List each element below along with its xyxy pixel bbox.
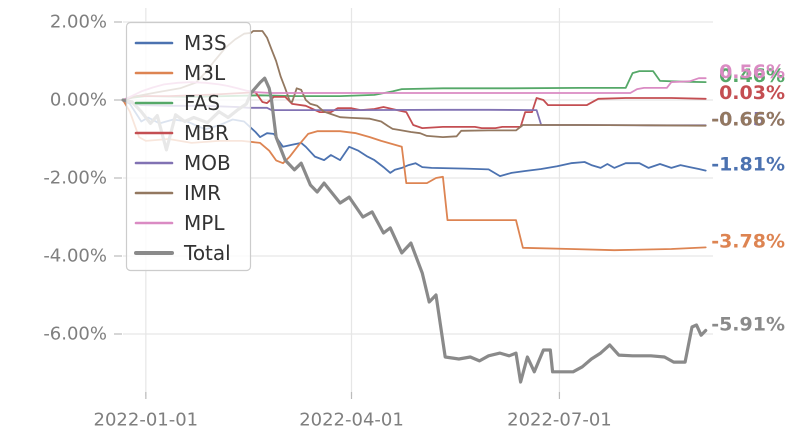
end-label-Total: -5.91%	[711, 313, 785, 335]
x-tick-label: 2022-04-01	[299, 410, 404, 431]
legend-item-FAS: FAS	[134, 91, 220, 115]
legend: M3S M3L FAS MBR MOB IMR MPL Total	[125, 21, 252, 272]
legend-label-M3S: M3S	[184, 31, 227, 55]
end-labels: -1.81% -3.78% 0.46%0.03% -0.65%-0.66% 0.56% -…	[711, 61, 785, 335]
legend-label-IMR: IMR	[184, 181, 221, 205]
x-tick-label: 2022-01-01	[94, 410, 199, 431]
y-tick-label: 0.00%	[50, 90, 107, 111]
legend-item-MPL: MPL	[134, 211, 225, 235]
legend-label-MBR: MBR	[184, 121, 229, 145]
end-label-FAS: 0.46%	[719, 65, 785, 87]
axes: 2.00% 0.00% -2.00% -4.00% -6.00% 2022-01-01 20…	[43, 12, 611, 431]
y-tick-label: -6.00%	[43, 324, 107, 345]
legend-item-IMR: IMR	[134, 181, 221, 205]
end-label-MBR: 0.03%	[719, 82, 785, 104]
end-label-IMR: -0.66%	[711, 109, 785, 131]
legend-item-MBR: MBR	[134, 121, 229, 145]
legend-label-FAS: FAS	[184, 91, 220, 115]
legend-label-MOB: MOB	[184, 151, 231, 175]
legend-item-MOB: MOB	[134, 151, 231, 175]
y-tick-label: -4.00%	[43, 246, 107, 267]
y-tick-label: -2.00%	[43, 168, 107, 189]
end-label-MOB: -0.65%	[711, 108, 785, 130]
legend-item-Total: Total	[134, 241, 231, 265]
legend-item-M3L: M3L	[134, 61, 226, 85]
end-label-M3L: -3.78%	[711, 230, 785, 252]
legend-label-MPL: MPL	[184, 211, 225, 235]
x-tick-label: 2022-07-01	[507, 410, 612, 431]
legend-label-Total: Total	[183, 241, 231, 265]
legend-label-M3L: M3L	[184, 61, 226, 85]
legend-item-M3S: M3S	[134, 31, 227, 55]
end-label-MPL: 0.56%	[719, 61, 785, 83]
end-label-M3S: -1.81%	[711, 154, 785, 176]
legend-box	[125, 21, 252, 272]
y-tick-label: 2.00%	[50, 12, 107, 33]
